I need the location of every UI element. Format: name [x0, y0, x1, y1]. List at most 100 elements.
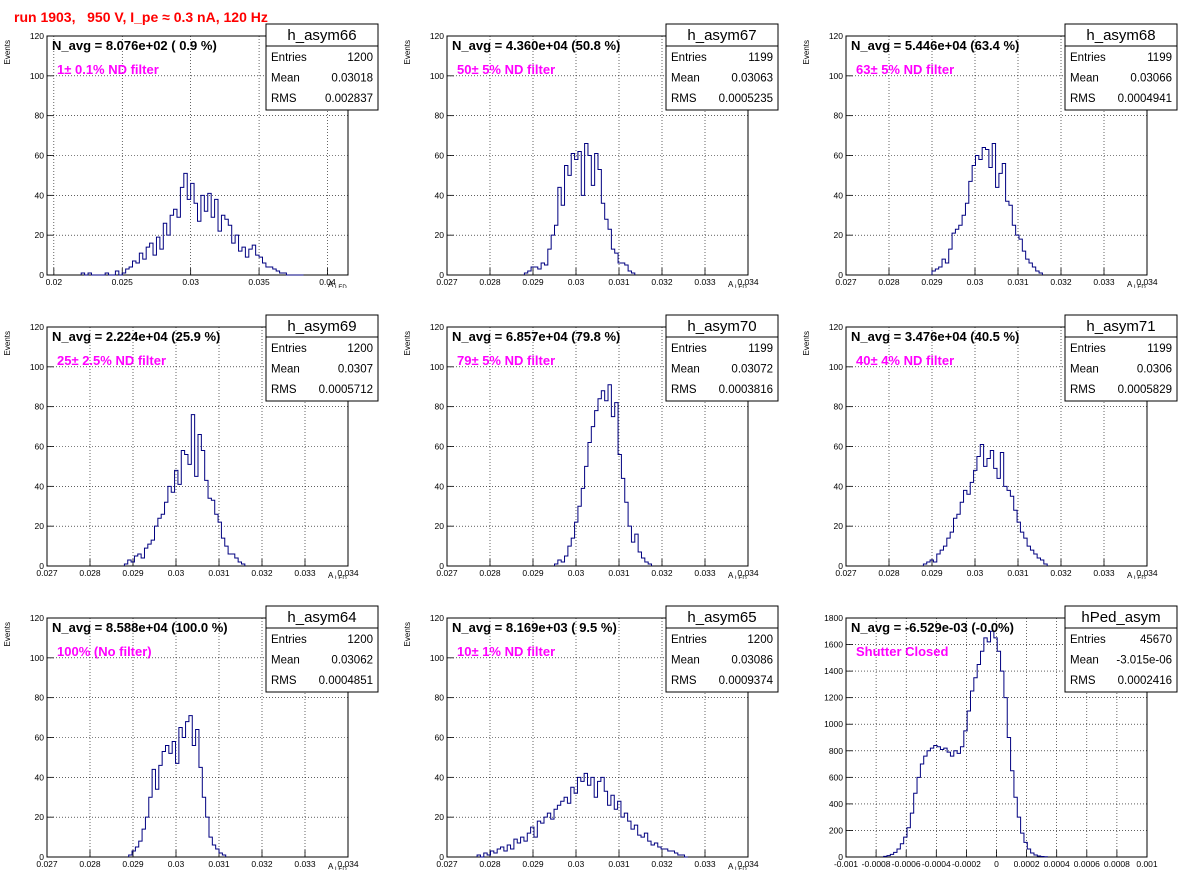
- x-axis-label-subscript: LED: [735, 867, 747, 870]
- y-tick-label: 60: [35, 733, 45, 743]
- filter-label: 10± 1% ND filter: [457, 644, 555, 659]
- y-tick-label: 120: [430, 322, 444, 332]
- y-tick-label: 100: [30, 362, 44, 372]
- y-tick-label: 40: [35, 190, 45, 200]
- histogram-series-h_asym69: [123, 414, 246, 566]
- y-tick-label: 0: [838, 270, 843, 280]
- filter-label: 50± 5% ND filter: [457, 62, 555, 77]
- histogram-panel-h_asym70: 0.027 0.028 0.029 0.03 0.031 0.032 0.033 0.034 0…: [403, 314, 779, 579]
- x-tick-label: 0.029: [522, 568, 544, 578]
- stats-value: 1200: [347, 634, 373, 646]
- y-tick-label: 20: [435, 812, 445, 822]
- stats-key: Entries: [271, 634, 307, 646]
- stats-key: Mean: [671, 364, 700, 376]
- x-axis-label: A: [728, 571, 734, 579]
- x-axis-label: A: [328, 280, 334, 288]
- y-tick-label: 100: [829, 362, 843, 372]
- navg-label: N_avg = 5.446e+04 (63.4 %): [851, 38, 1019, 53]
- y-tick-label: 20: [35, 812, 45, 822]
- stats-value: 1200: [347, 343, 373, 355]
- stats-key: Mean: [671, 73, 700, 85]
- stats-box: [1064, 605, 1178, 693]
- x-tick-label: 0.03: [568, 277, 585, 287]
- stats-title: h_asym66: [287, 27, 356, 44]
- x-tick-label: 0.028: [878, 277, 900, 287]
- stats-key: Mean: [271, 364, 300, 376]
- stats-key: Mean: [671, 655, 700, 667]
- histogram-series-h_asym64: [128, 715, 227, 857]
- stats-box: [665, 23, 779, 111]
- x-tick-label: 0.03: [967, 568, 984, 578]
- x-tick-label: 0.03: [568, 859, 585, 869]
- stats-title: h_asym67: [687, 27, 756, 44]
- stats-box: [665, 314, 779, 402]
- histogram-series-h_asym67: [523, 143, 636, 275]
- stats-title: h_asym65: [687, 609, 756, 626]
- stats-value: 0.002837: [325, 93, 373, 105]
- x-tick-label: 0.02: [46, 277, 63, 287]
- filter-label: 100% (No filter): [57, 644, 152, 659]
- y-tick-label: 60: [834, 442, 844, 452]
- stats-value: 1199: [1147, 52, 1172, 64]
- y-tick-label: 120: [829, 322, 843, 332]
- stats-key: RMS: [271, 384, 297, 396]
- x-tick-label: 0.034: [337, 859, 359, 869]
- histogram-panel-h_asym69: 0.027 0.028 0.029 0.03 0.031 0.032 0.033 0.034 0…: [3, 314, 379, 579]
- stats-key: Entries: [271, 52, 307, 64]
- stats-key: Entries: [671, 343, 707, 355]
- histogram-panel-h_asym66: 0.02 0.025 0.03 0.035 0.04 0 20 40 60 80 100 120 Eve…: [3, 23, 379, 288]
- stats-key: Entries: [671, 52, 707, 64]
- x-tick-label: 0.031: [1007, 277, 1029, 287]
- x-tick-label: 0.025: [112, 277, 134, 287]
- y-axis-label: Events: [802, 40, 811, 64]
- stats-key: RMS: [671, 384, 697, 396]
- x-tick-label: 0.034: [737, 859, 759, 869]
- y-tick-label: 1400: [824, 666, 843, 676]
- x-tick-label: 0.028: [479, 568, 501, 578]
- stats-key: RMS: [271, 93, 297, 105]
- x-tick-label: 0.032: [1050, 277, 1072, 287]
- stats-title: h_asym71: [1086, 318, 1155, 335]
- stats-value: 0.0004941: [1118, 93, 1172, 105]
- histogram-series-h_asym68: [931, 143, 1043, 275]
- x-tick-label: 0.033: [694, 277, 716, 287]
- y-tick-label: 60: [35, 151, 45, 161]
- navg-label: N_avg = 8.169e+03 ( 9.5 %): [452, 620, 617, 635]
- y-tick-label: 120: [30, 613, 44, 623]
- x-tick-label: 0.03: [182, 277, 199, 287]
- x-tick-label: -0.0004: [922, 859, 951, 869]
- navg-label: N_avg = 3.476e+04 (40.5 %): [851, 329, 1019, 344]
- x-tick-label: 0.029: [921, 277, 943, 287]
- y-tick-label: 0: [39, 270, 44, 280]
- histogram-series-h_asym71: [922, 444, 1048, 566]
- x-tick-label: 0.028: [479, 859, 501, 869]
- stats-key: RMS: [671, 675, 697, 687]
- navg-label: N_avg = 2.224e+04 (25.9 %): [52, 329, 220, 344]
- x-tick-label: 0.032: [651, 568, 673, 578]
- navg-label: N_avg = -6.529e-03 (-0.0%): [851, 620, 1014, 635]
- y-tick-label: 120: [30, 31, 44, 41]
- y-tick-label: 40: [834, 481, 844, 491]
- navg-label: N_avg = 6.857e+04 (79.8 %): [452, 329, 620, 344]
- histogram-panel-h_asym71: 0.027 0.028 0.029 0.03 0.031 0.032 0.033 0.034 0…: [802, 314, 1178, 579]
- x-tick-label: 0.031: [1007, 568, 1029, 578]
- y-tick-label: 80: [35, 402, 45, 412]
- x-tick-label: 0.028: [79, 859, 101, 869]
- page-title: run 1903, 950 V, I_pe ≈ 0.3 nA, 120 Hz: [14, 9, 268, 25]
- stats-value: 1200: [347, 52, 373, 64]
- x-tick-label: 0.029: [522, 859, 544, 869]
- histogram-series-h_asym70: [554, 384, 653, 566]
- x-axis-label: A: [1127, 280, 1133, 288]
- x-tick-label: 0.0006: [1074, 859, 1100, 869]
- filter-label: Shutter Closed: [856, 644, 949, 659]
- stats-value: 1199: [1147, 343, 1172, 355]
- x-tick-label: 0.031: [608, 568, 630, 578]
- navg-label: N_avg = 4.360e+04 (50.8 %): [452, 38, 620, 53]
- filter-label: 63± 5% ND filter: [856, 62, 954, 77]
- x-tick-label: 0.04: [319, 277, 336, 287]
- x-tick-label: 0.029: [122, 859, 144, 869]
- x-tick-label: 0.033: [1093, 568, 1115, 578]
- y-tick-label: 80: [435, 111, 445, 121]
- stats-key: RMS: [1070, 93, 1096, 105]
- histogram-panel-h_asym65: 0.027 0.028 0.029 0.03 0.031 0.032 0.033 0.034 0…: [403, 605, 779, 870]
